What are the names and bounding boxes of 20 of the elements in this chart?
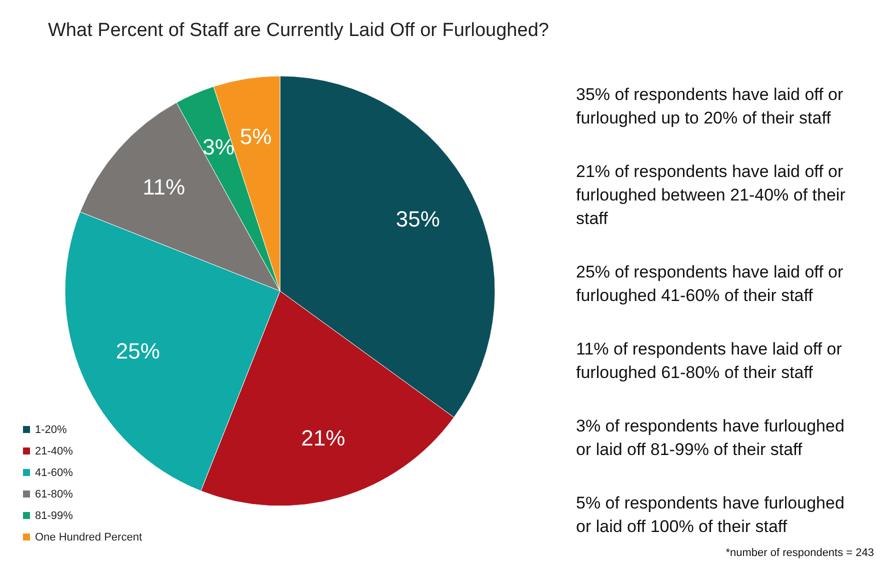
data-label: 5%: [240, 124, 272, 149]
text: 3% of respondents have furloughed or laid off 81-99% of their staff: [576, 416, 844, 459]
data-label: 3%: [202, 134, 234, 160]
legend-label: 81-99%: [35, 510, 74, 522]
text: *number of respondents = 243: [726, 547, 874, 559]
text: 5% of respondents have furloughed or laid off 100% of their staff: [576, 494, 844, 536]
legend-label: 61-80%: [35, 488, 74, 500]
data-label: 11%: [142, 174, 186, 200]
text: 21% of respondents have laid off or furloughed between 21-40% of their staff: [576, 162, 846, 228]
text: 11% of respondents have laid off or furloughed 61-80% of their staff: [576, 340, 842, 382]
data-label: 25%: [116, 338, 160, 364]
data-label: 35%: [396, 206, 440, 232]
text: 25% of respondents have laid off or furloughed 41-60% of their staff: [576, 262, 844, 305]
legend-label: 41-60%: [35, 466, 74, 479]
legend-label: One Hundred Percent: [35, 531, 142, 544]
legend-label: 1-20%: [35, 424, 68, 436]
legend-label: 21-40%: [35, 445, 74, 458]
chart-title: What Percent of Staff are Currently Laid Off or Furloughed?: [48, 20, 549, 41]
data-label: 21%: [301, 425, 346, 450]
text: 35% of respondents have laid off or furloughed up to 20% of their staff: [576, 85, 844, 128]
